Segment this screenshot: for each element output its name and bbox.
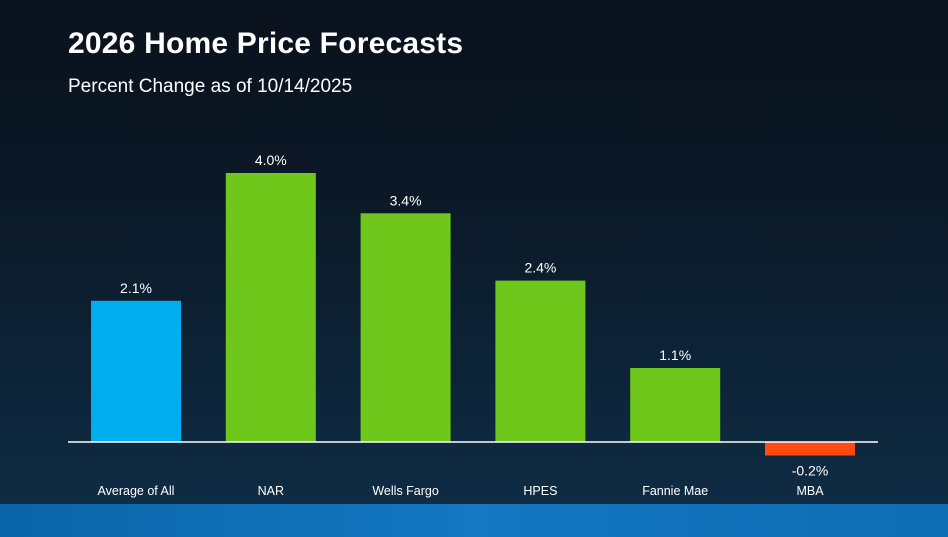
- footer-band: [0, 504, 948, 537]
- bar-wells-fargo: [360, 213, 451, 442]
- category-label: HPES: [523, 484, 557, 498]
- category-label: Fannie Mae: [642, 484, 708, 498]
- bar-fannie-mae: [630, 368, 721, 442]
- bar-chart: 2.1% Average of All 4.0% NAR 3.4% Wells Fargo…: [91, 152, 855, 498]
- bar-mba: [765, 442, 855, 456]
- bar-average-of-all: [91, 300, 181, 442]
- value-label: 2.1%: [120, 280, 152, 296]
- bar-hpes: [495, 280, 586, 442]
- chart-subtitle: Percent Change as of 10/14/2025: [68, 76, 353, 97]
- category-label: NAR: [258, 484, 284, 498]
- value-label: -0.2%: [792, 462, 829, 478]
- value-label: 4.0%: [255, 152, 287, 168]
- category-label: Wells Fargo: [372, 484, 439, 498]
- bar-nar: [225, 173, 316, 442]
- value-label: 3.4%: [390, 192, 422, 208]
- category-label: MBA: [796, 484, 824, 498]
- chart-title: 2026 Home Price Forecasts: [68, 27, 464, 60]
- category-label: Average of All: [98, 484, 175, 498]
- value-label: 1.1%: [659, 347, 691, 363]
- value-label: 2.4%: [524, 260, 556, 276]
